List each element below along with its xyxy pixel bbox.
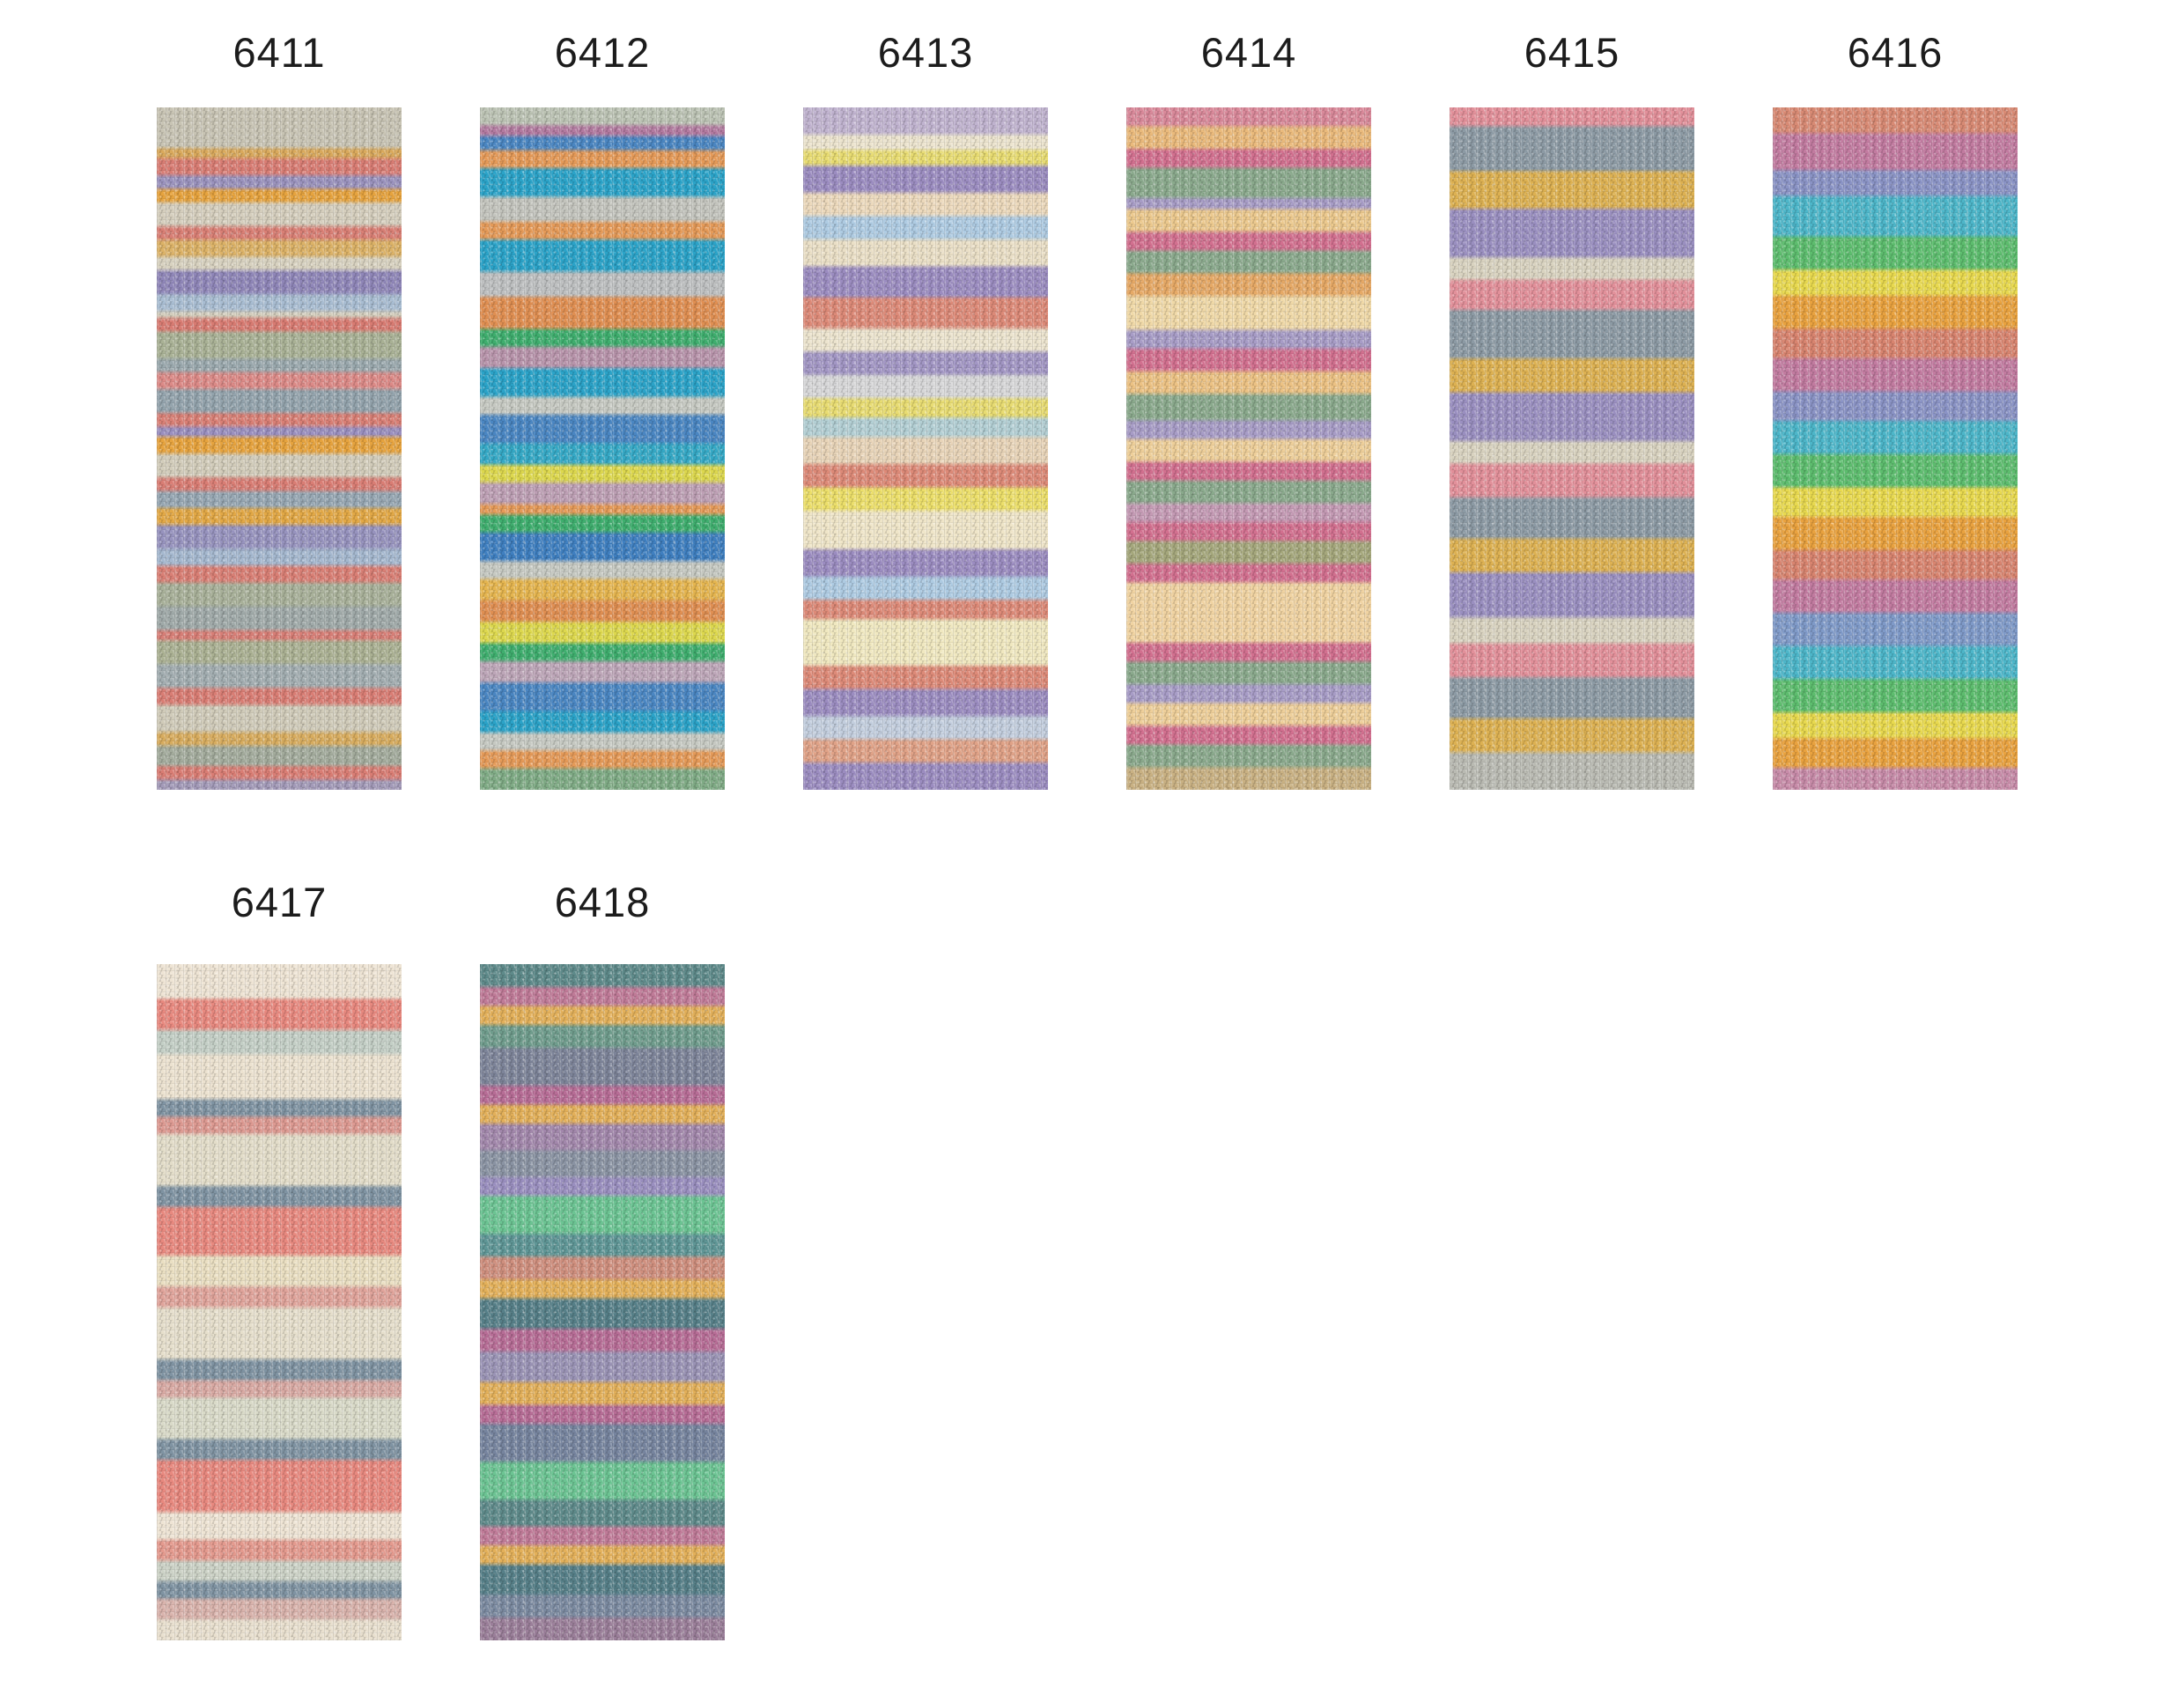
colorway-number: 6415 (1524, 29, 1620, 76)
swatch-row-1: 6411 6412 6413 6414 6415 6416 (157, 0, 2184, 790)
yarn-swatch-image (157, 107, 402, 790)
colorway-cell: 6415 (1450, 26, 1694, 790)
colorway-number: 6417 (231, 879, 328, 925)
colorway-cell: 6416 (1773, 26, 2018, 790)
yarn-swatch-image (157, 964, 402, 1640)
colorway-cell: 6414 (1126, 26, 1371, 790)
colorway-cell: 6412 (480, 26, 725, 790)
colorway-number: 6412 (554, 29, 651, 76)
colorway-cell: 6411 (157, 26, 402, 790)
colorway-number: 6414 (1200, 29, 1297, 76)
colorway-number: 6413 (877, 29, 974, 76)
yarn-swatch-image (803, 107, 1048, 790)
colorway-cell: 6417 (157, 876, 402, 1640)
yarn-swatch-image (480, 107, 725, 790)
yarn-swatch-image (1450, 107, 1694, 790)
yarn-swatch-image (480, 964, 725, 1640)
colorway-cell: 6413 (803, 26, 1048, 790)
colorway-cell: 6418 (480, 876, 725, 1640)
colorway-number: 6416 (1847, 29, 1944, 76)
yarn-swatch-image (1126, 107, 1371, 790)
colorway-number: 6411 (232, 29, 326, 76)
swatch-row-2: 6417 6418 (157, 876, 2184, 1640)
colorway-number: 6418 (554, 879, 651, 925)
yarn-swatch-image (1773, 107, 2018, 790)
